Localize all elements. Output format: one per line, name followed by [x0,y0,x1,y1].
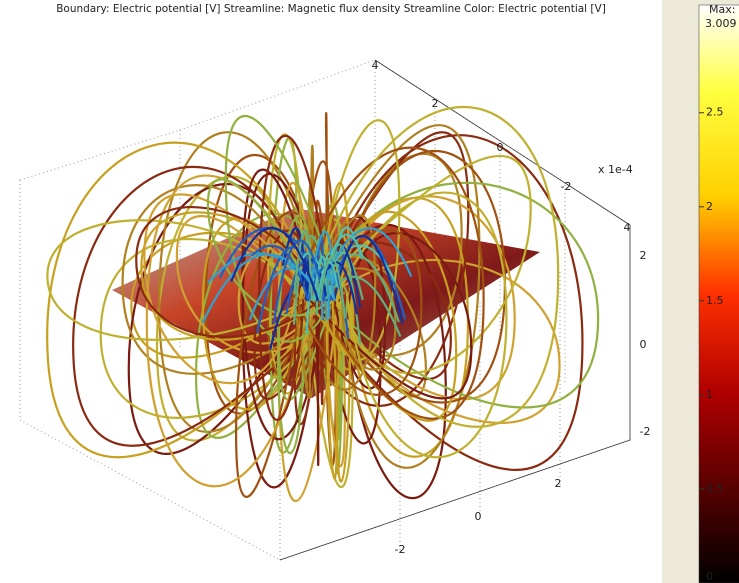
colorbar-tick-label: 1.5 [706,294,724,307]
axis-tick-label: 4 [624,221,631,234]
axis-tick-label: 0 [497,141,504,154]
axis-multiplier: x 1e-4 [598,163,633,176]
axis-tick-label: -2 [561,180,572,193]
colorbar-tick-label: 2 [706,200,713,213]
screen: Boundary: Electric potential [V] Streaml… [0,0,739,583]
colorbar-tick-label: 0.5 [706,482,724,495]
axis-tick-label: 4 [372,59,379,72]
colorbar-max-value: 3.009 [705,17,737,30]
page: Boundary: Electric potential [V] Streaml… [0,0,739,583]
axis-tick-label: 0 [475,510,482,523]
axis-tick-label: 2 [640,249,647,262]
axis-tick-label: -2 [640,425,651,438]
axis-tick-label: 2 [555,477,562,490]
axis-tick-label: -2 [395,543,406,556]
colorbar-tick-label: 0 [706,570,713,583]
colorbar-max-label: Max: [709,3,735,16]
plot-title: Boundary: Electric potential [V] Streaml… [56,3,606,15]
colorbar-tick-label: 2.5 [706,106,724,119]
colorbar-tick-label: 1 [706,388,713,401]
axis-tick-label: 0 [640,338,647,351]
axis-tick-label: 2 [432,97,439,110]
